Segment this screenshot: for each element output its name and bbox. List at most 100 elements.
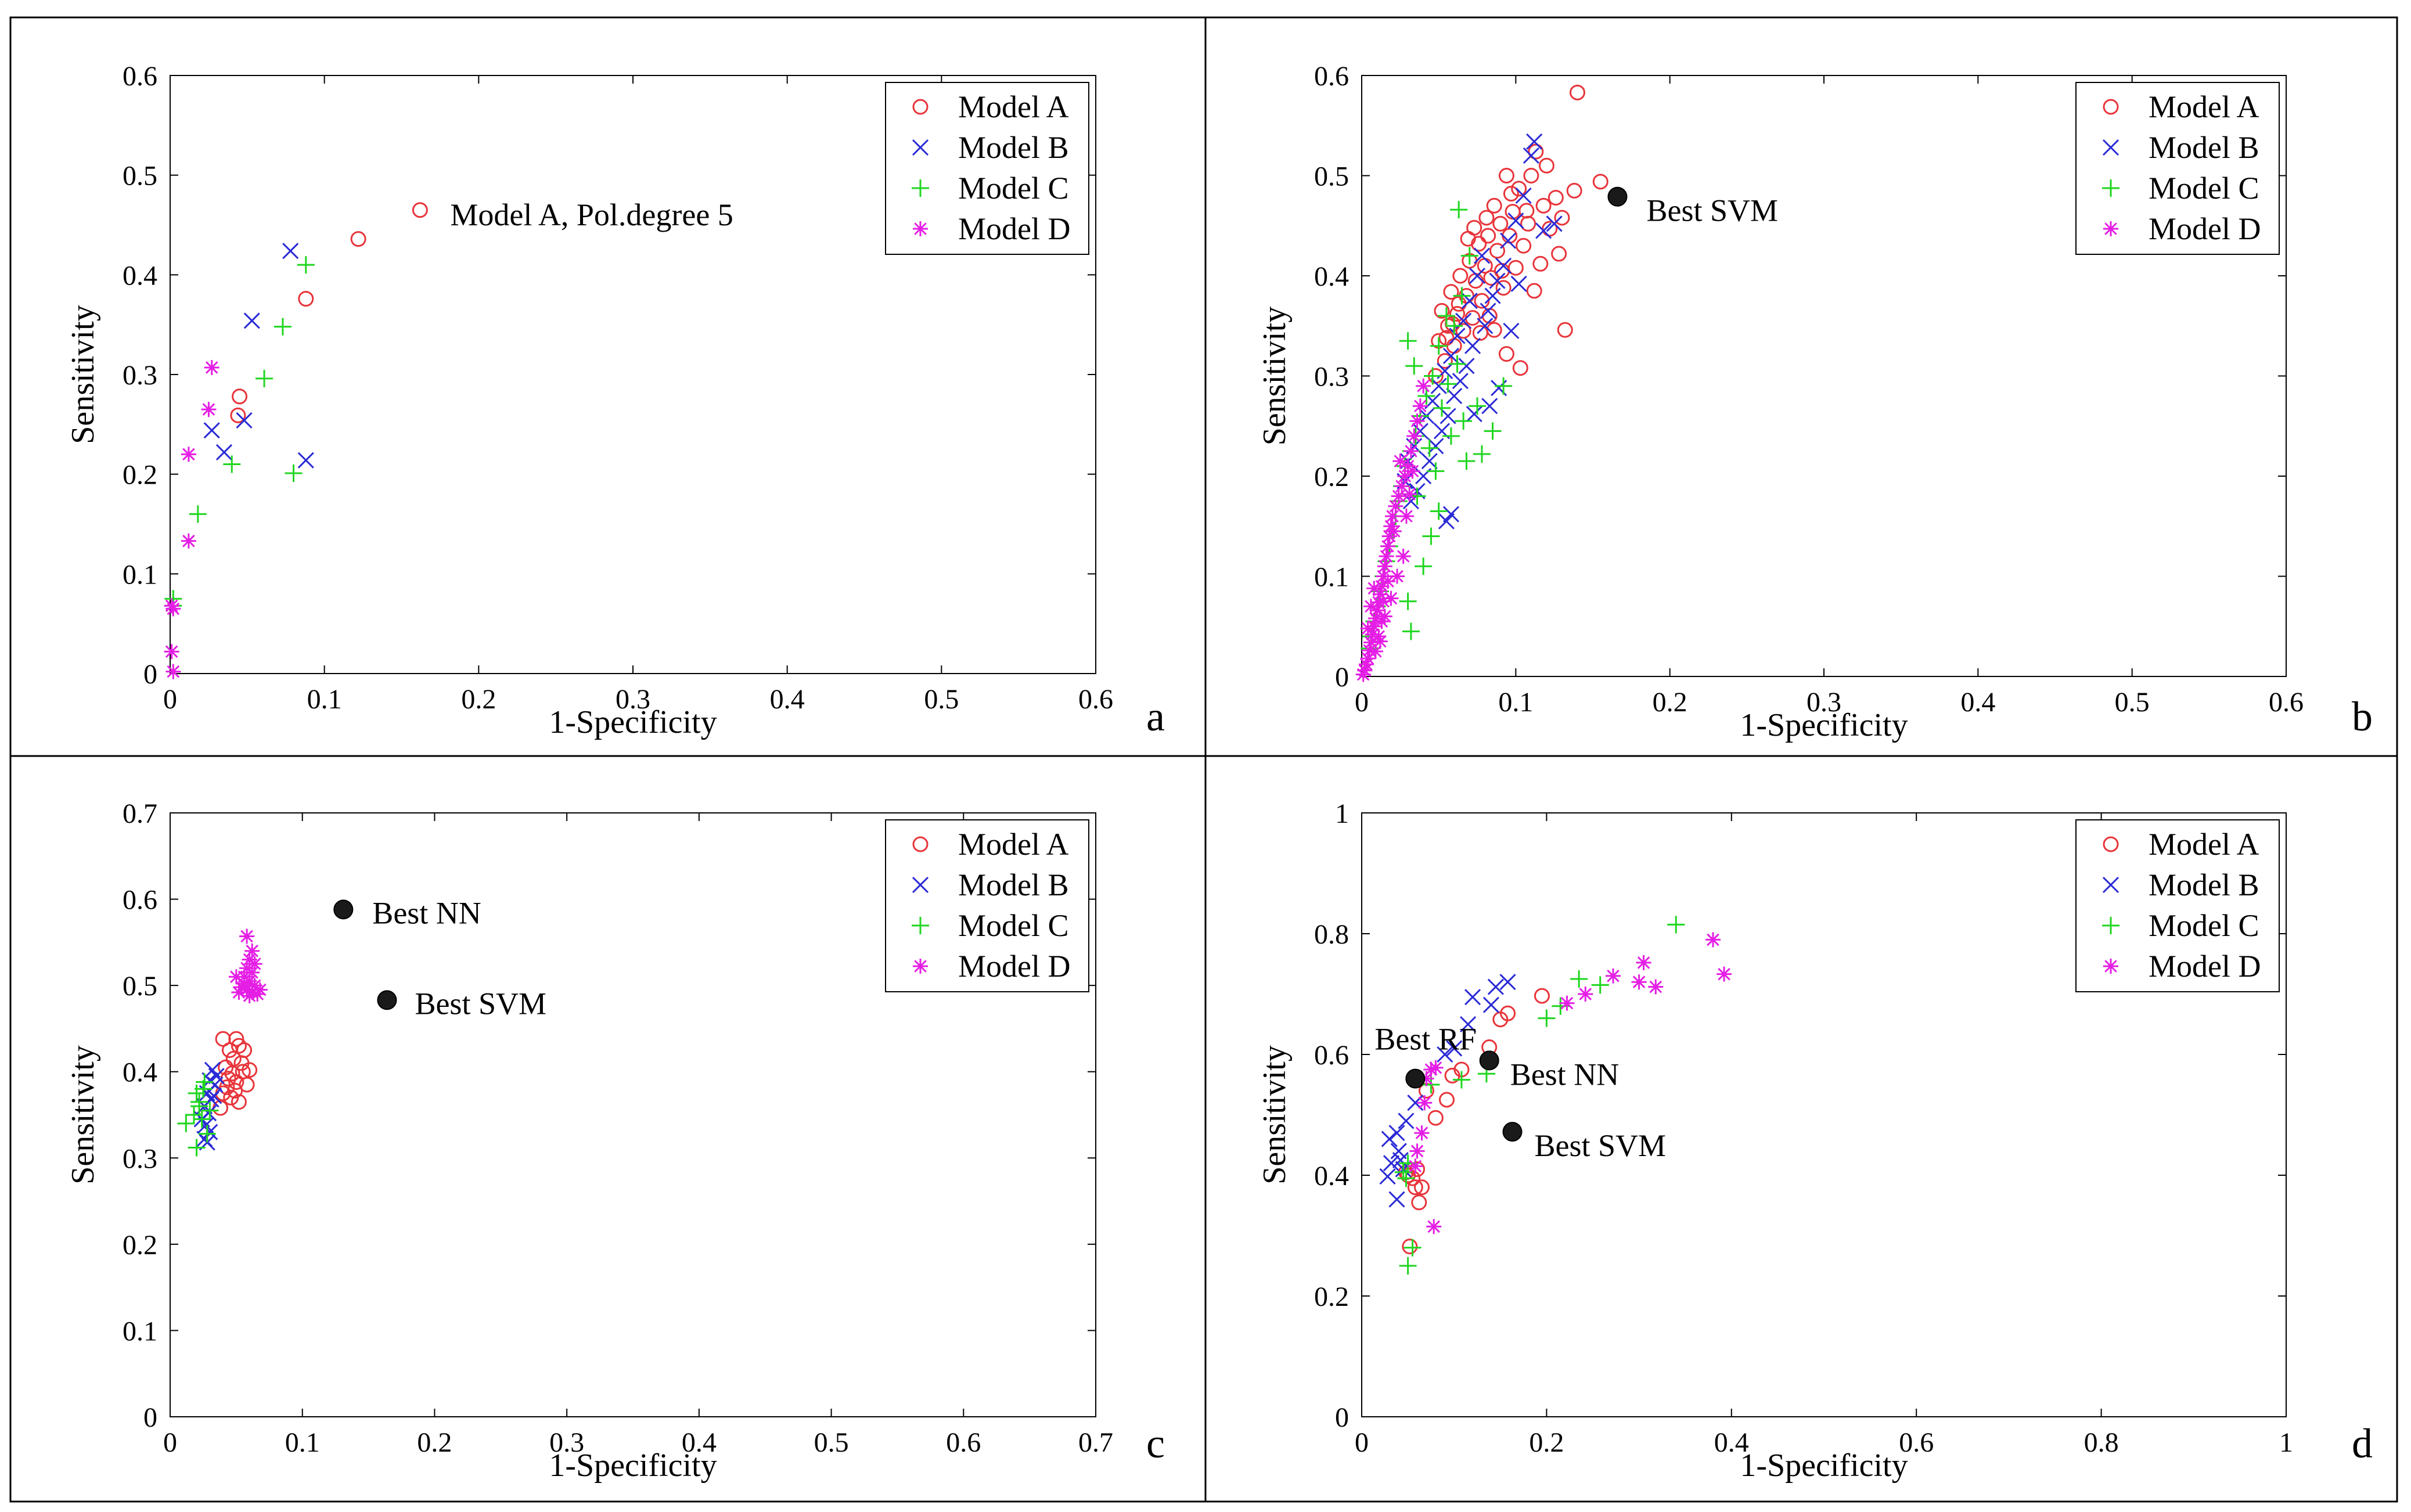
data-point xyxy=(1449,327,1466,344)
data-point xyxy=(1420,439,1438,457)
data-point xyxy=(252,982,268,998)
data-point xyxy=(1503,322,1520,339)
data-point xyxy=(1415,557,1433,575)
data-point xyxy=(1388,1191,1405,1208)
y-tick-label: 0 xyxy=(1335,1402,1349,1433)
data-point xyxy=(244,964,260,980)
x-tick-label: 0 xyxy=(163,1427,177,1458)
data-point xyxy=(206,1088,222,1104)
data-point xyxy=(204,359,219,375)
best-model-point xyxy=(1405,1068,1426,1089)
x-axis-label: 1-Specificity xyxy=(1740,707,1908,743)
data-point xyxy=(190,1093,208,1111)
data-point xyxy=(282,243,299,260)
legend-marker xyxy=(913,221,928,236)
x-tick-label: 0.1 xyxy=(307,684,342,715)
data-point xyxy=(1427,438,1444,455)
data-point xyxy=(1388,498,1404,514)
data-point xyxy=(1569,84,1585,100)
data-point xyxy=(1495,257,1512,274)
data-point xyxy=(1526,283,1542,299)
data-point xyxy=(1439,375,1457,393)
data-point xyxy=(194,1080,212,1098)
x-tick-label: 0.3 xyxy=(616,684,650,715)
data-point xyxy=(1438,1092,1455,1108)
data-point xyxy=(1444,1067,1460,1083)
data-point xyxy=(1526,133,1543,150)
x-tick-label: 0 xyxy=(163,684,177,715)
panel-letter: c xyxy=(1146,1420,1165,1467)
data-point xyxy=(1376,593,1391,609)
data-point xyxy=(1578,987,1593,1002)
legend-entry-label: Model B xyxy=(2149,867,2259,902)
data-point xyxy=(1631,974,1647,990)
data-point xyxy=(1570,970,1588,988)
panel-d: 0 0.2 0.4 0.6 0.8 1 0 0.2 0.4 0.6 0.8 1 1-Specificit… xyxy=(1257,798,2373,1484)
legend-marker xyxy=(912,836,929,852)
data-point xyxy=(1381,1131,1398,1147)
data-point xyxy=(1636,955,1651,970)
data-point xyxy=(1358,657,1374,672)
data-point xyxy=(185,1106,203,1124)
x-tick-label: 0.3 xyxy=(1807,687,1841,718)
data-point xyxy=(1548,189,1564,206)
data-point xyxy=(1437,1046,1453,1063)
data-point xyxy=(1430,502,1448,520)
data-point xyxy=(1717,966,1732,982)
data-point xyxy=(1419,1071,1434,1086)
data-point xyxy=(1566,182,1582,199)
data-point xyxy=(242,988,257,1003)
data-point xyxy=(1443,284,1459,300)
data-point xyxy=(1368,643,1383,659)
data-point xyxy=(1404,1239,1422,1257)
data-point xyxy=(1402,1239,1418,1255)
y-tick-label: 0.1 xyxy=(1314,562,1349,593)
y-tick-label: 0.1 xyxy=(123,1316,157,1347)
data-point xyxy=(1523,168,1539,183)
y-tick-label: 0.2 xyxy=(1314,1281,1349,1312)
data-point xyxy=(1532,255,1549,272)
data-point xyxy=(1407,1179,1423,1196)
data-point xyxy=(228,1074,244,1090)
data-point xyxy=(1438,513,1455,530)
data-point xyxy=(1399,1257,1417,1275)
data-point xyxy=(1377,559,1392,574)
data-point xyxy=(1372,633,1388,649)
x-tick-label: 0.8 xyxy=(2084,1427,2119,1458)
y-tick-label: 0.4 xyxy=(1314,1161,1349,1191)
data-point xyxy=(1520,215,1536,232)
y-axis-label: Sensitivity xyxy=(65,1045,101,1185)
data-point xyxy=(1405,463,1420,479)
data-point xyxy=(1369,603,1385,618)
data-point xyxy=(1434,303,1450,319)
data-point xyxy=(219,1079,235,1095)
y-tick-label: 0.6 xyxy=(123,885,157,916)
data-point xyxy=(1442,427,1460,445)
legend-entry-label: Model C xyxy=(958,908,1069,943)
data-point xyxy=(1388,1125,1405,1142)
legend-entry-label: Model B xyxy=(2149,130,2259,165)
data-point xyxy=(1455,323,1471,339)
plot-area xyxy=(1361,812,2287,1417)
data-point xyxy=(1523,147,1539,164)
data-point xyxy=(1469,397,1486,415)
x-tick-label: 0.1 xyxy=(285,1427,320,1458)
legend-box xyxy=(885,82,1089,255)
data-point xyxy=(1481,398,1498,415)
legend-marker xyxy=(2102,917,2119,934)
data-point xyxy=(1424,367,1442,385)
data-point xyxy=(1503,186,1519,202)
data-point xyxy=(230,407,246,423)
data-point xyxy=(1421,453,1438,470)
y-tick-label: 0.4 xyxy=(123,1057,157,1088)
y-tick-label: 0.2 xyxy=(1314,462,1349,492)
data-point xyxy=(1546,215,1563,232)
y-tick-label: 0.6 xyxy=(1314,1040,1349,1071)
x-axis-label: 1-Specificity xyxy=(549,704,717,740)
data-point xyxy=(225,1050,242,1067)
x-tick-label: 0 xyxy=(1355,1427,1369,1458)
data-point xyxy=(1391,488,1406,504)
data-point xyxy=(1416,378,1431,394)
panel-a: 0 0.1 0.2 0.3 0.4 0.5 0.6 0 0.1 0.2 0.3 0.4 0.5 0.6 1-… xyxy=(65,61,1165,740)
data-point xyxy=(1392,1151,1409,1169)
